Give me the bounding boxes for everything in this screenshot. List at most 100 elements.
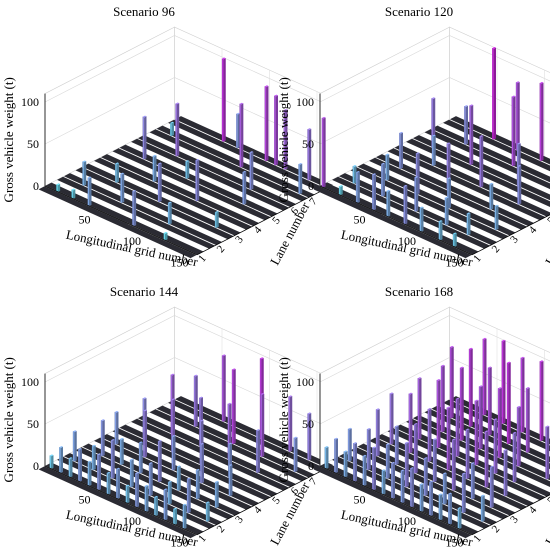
- bar: [363, 455, 367, 486]
- bar: [447, 406, 451, 470]
- chart-title: Scenario 168: [385, 284, 453, 299]
- bar: [453, 232, 457, 246]
- bar-front-face: [490, 467, 492, 508]
- bar-front-face: [164, 233, 166, 240]
- bar-side-face: [108, 472, 110, 494]
- bar-side-face: [388, 444, 390, 479]
- bar-side-face: [179, 466, 181, 491]
- bar-side-face: [230, 465, 232, 496]
- bar-front-face: [498, 388, 500, 458]
- bar-front-face: [132, 191, 134, 226]
- bar: [494, 418, 498, 474]
- bar-side-face: [345, 451, 347, 477]
- bar: [232, 368, 236, 444]
- bar-front-face: [243, 172, 245, 205]
- bar-side-face: [468, 213, 470, 235]
- bar: [139, 441, 143, 473]
- bar-front-face: [462, 474, 464, 513]
- bar-side-face: [350, 428, 352, 461]
- bar: [540, 360, 544, 441]
- bar-front-face: [467, 214, 469, 236]
- bar: [382, 469, 386, 494]
- bar: [322, 117, 326, 188]
- bar-front-face: [222, 355, 224, 421]
- bar-front-face: [439, 495, 441, 521]
- bar-front-face: [121, 174, 123, 203]
- bar-side-face: [141, 442, 143, 473]
- lane-tick-label: 5: [270, 494, 283, 506]
- bar: [353, 165, 357, 184]
- bar: [158, 162, 162, 202]
- bar-side-face: [165, 233, 167, 241]
- bar-front-face: [83, 162, 85, 186]
- bar-side-face: [452, 347, 454, 419]
- bar-front-face: [381, 164, 383, 197]
- bar: [483, 338, 487, 415]
- bar-side-face: [51, 455, 53, 469]
- bar-front-face: [479, 386, 481, 449]
- bar-front-face: [101, 420, 103, 456]
- bar-front-face: [154, 497, 156, 516]
- bar-front-face: [168, 482, 170, 505]
- bar-front-face: [325, 447, 327, 469]
- bar-side-face: [481, 386, 483, 449]
- bar: [50, 454, 54, 468]
- z-tick-label: 0: [308, 459, 314, 473]
- bar-side-face: [438, 380, 440, 448]
- bar-side-face: [58, 184, 60, 192]
- bar-side-face: [481, 136, 483, 188]
- bar-side-face: [405, 186, 407, 225]
- bar-front-face: [414, 424, 416, 473]
- bar: [470, 104, 474, 165]
- bar: [420, 483, 424, 512]
- bar: [308, 128, 312, 180]
- bar-front-face: [176, 104, 178, 157]
- bar-front-face: [59, 447, 61, 473]
- bar: [518, 165, 522, 205]
- z-tick-label: 100: [296, 375, 314, 389]
- bar-front-face: [206, 503, 208, 522]
- bar-side-face: [402, 470, 404, 503]
- bar-front-face: [130, 460, 132, 488]
- bar-front-face: [386, 155, 388, 181]
- bar: [206, 501, 210, 521]
- bar: [92, 445, 96, 470]
- bar-side-face: [122, 173, 124, 203]
- bar-side-face: [431, 481, 433, 516]
- bar: [187, 478, 191, 513]
- bar-front-face: [464, 106, 466, 144]
- bar: [479, 385, 483, 449]
- bar-front-face: [299, 164, 301, 194]
- bar: [348, 428, 352, 462]
- bar-front-face: [420, 484, 422, 512]
- bar: [409, 393, 413, 454]
- bar-side-face: [483, 495, 485, 521]
- bar: [240, 103, 244, 168]
- bar-side-face: [358, 172, 360, 203]
- bar-side-face: [440, 221, 442, 241]
- bar: [452, 438, 456, 490]
- bar-side-face: [473, 463, 475, 499]
- bar-front-face: [344, 452, 346, 478]
- z-tick-label: 50: [27, 137, 39, 151]
- bar: [353, 442, 357, 482]
- bar: [154, 496, 158, 516]
- bar-front-face: [196, 470, 198, 499]
- bar: [186, 160, 190, 179]
- bar-side-face: [450, 493, 452, 524]
- bar-front-face: [391, 463, 393, 499]
- bar: [372, 173, 376, 210]
- bar-side-face: [144, 116, 146, 159]
- bar: [448, 493, 452, 525]
- bar-side-face: [70, 458, 72, 478]
- bar-side-face: [484, 338, 486, 415]
- y-axis-label: Lane number: [542, 199, 550, 268]
- bar-front-face: [72, 190, 74, 199]
- bar-front-face: [172, 436, 174, 470]
- bar-front-face: [410, 468, 412, 507]
- bar-side-face: [397, 426, 399, 465]
- bar: [540, 82, 544, 161]
- bar-front-face: [445, 198, 447, 226]
- bar: [490, 466, 494, 508]
- bar: [72, 189, 76, 199]
